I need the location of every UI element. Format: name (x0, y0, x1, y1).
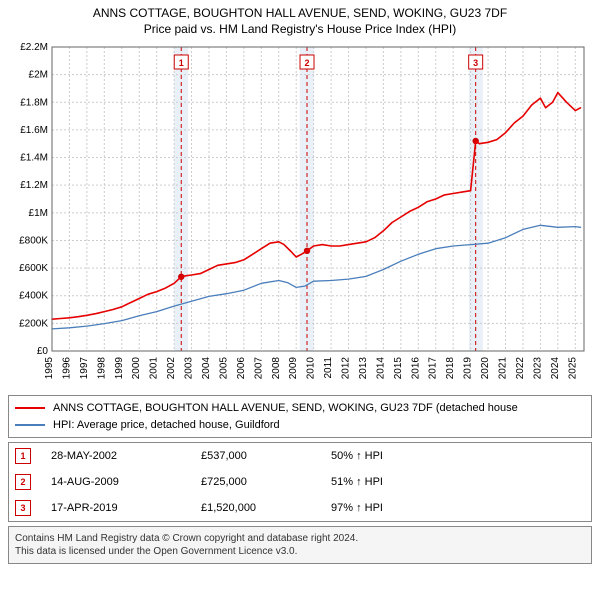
svg-text:£1.2M: £1.2M (20, 180, 48, 191)
legend-swatch (15, 407, 45, 409)
svg-text:2009: 2009 (288, 357, 299, 380)
legend-label: ANNS COTTAGE, BOUGHTON HALL AVENUE, SEND… (53, 400, 518, 417)
svg-text:3: 3 (473, 58, 478, 68)
svg-text:£200K: £200K (19, 319, 48, 330)
footer-line1: Contains HM Land Registry data © Crown c… (15, 532, 585, 545)
title-line2: Price paid vs. HM Land Registry's House … (8, 22, 592, 38)
event-hpi: 97% ↑ HPI (331, 502, 585, 515)
event-row: 2 14-AUG-2009£725,00051% ↑ HPI (9, 469, 591, 495)
event-price: £1,520,000 (201, 502, 331, 515)
price-chart-svg: £0 £200K £400K £600K £800K £1M £1.2M £1.4M £1.6M… (8, 41, 592, 391)
svg-text:2014: 2014 (375, 357, 386, 380)
event-price: £537,000 (201, 450, 331, 463)
svg-text:2016: 2016 (410, 357, 421, 380)
legend-swatch (15, 424, 45, 426)
svg-text:2005: 2005 (218, 357, 229, 380)
event-hpi: 50% ↑ HPI (331, 450, 585, 463)
svg-text:£1.4M: £1.4M (20, 153, 48, 164)
svg-text:£600K: £600K (19, 263, 48, 274)
svg-text:2015: 2015 (393, 357, 404, 380)
svg-text:2023: 2023 (532, 357, 543, 380)
svg-text:2018: 2018 (445, 357, 456, 380)
page-root: ANNS COTTAGE, BOUGHTON HALL AVENUE, SEND… (0, 0, 600, 590)
svg-text:2010: 2010 (306, 357, 317, 380)
svg-text:2008: 2008 (271, 357, 282, 380)
svg-text:2000: 2000 (131, 357, 142, 380)
footer-line2: This data is licensed under the Open Gov… (15, 545, 585, 558)
svg-text:1996: 1996 (61, 357, 72, 380)
svg-text:2003: 2003 (184, 357, 195, 380)
event-marker-icon: 1 (15, 448, 31, 464)
svg-text:£1M: £1M (29, 208, 48, 219)
legend-row: HPI: Average price, detached house, Guil… (15, 417, 585, 434)
svg-text:1998: 1998 (96, 357, 107, 380)
svg-text:2: 2 (305, 58, 310, 68)
title-line1: ANNS COTTAGE, BOUGHTON HALL AVENUE, SEND… (8, 6, 592, 22)
event-row: 3 17-APR-2019£1,520,00097% ↑ HPI (9, 495, 591, 521)
chart-title: ANNS COTTAGE, BOUGHTON HALL AVENUE, SEND… (8, 6, 592, 37)
svg-text:£400K: £400K (19, 291, 48, 302)
event-date: 14-AUG-2009 (51, 476, 201, 489)
legend-row: ANNS COTTAGE, BOUGHTON HALL AVENUE, SEND… (15, 400, 585, 417)
svg-text:£2.2M: £2.2M (20, 42, 48, 53)
svg-text:2022: 2022 (515, 357, 526, 380)
svg-text:2002: 2002 (166, 357, 177, 380)
svg-text:2004: 2004 (201, 357, 212, 380)
svg-text:£800K: £800K (19, 236, 48, 247)
legend-label: HPI: Average price, detached house, Guil… (53, 417, 280, 434)
svg-text:2021: 2021 (498, 357, 509, 380)
svg-text:1997: 1997 (79, 357, 90, 380)
svg-text:2019: 2019 (463, 357, 474, 380)
svg-text:2020: 2020 (480, 357, 491, 380)
event-date: 17-APR-2019 (51, 502, 201, 515)
legend-box: ANNS COTTAGE, BOUGHTON HALL AVENUE, SEND… (8, 395, 592, 438)
footer-box: Contains HM Land Registry data © Crown c… (8, 526, 592, 564)
svg-text:1995: 1995 (44, 357, 55, 380)
svg-text:2013: 2013 (358, 357, 369, 380)
svg-text:2007: 2007 (253, 357, 264, 380)
events-table: 1 28-MAY-2002£537,00050% ↑ HPI 2 14-AUG-200… (8, 442, 592, 522)
event-price: £725,000 (201, 476, 331, 489)
svg-text:£0: £0 (37, 346, 49, 357)
svg-text:2025: 2025 (567, 357, 578, 380)
event-marker-icon: 2 (15, 474, 31, 490)
svg-text:1: 1 (179, 58, 184, 68)
svg-text:2017: 2017 (428, 357, 439, 380)
svg-text:£1.6M: £1.6M (20, 125, 48, 136)
event-marker-icon: 3 (15, 500, 31, 516)
svg-text:2001: 2001 (149, 357, 160, 380)
svg-text:£1.8M: £1.8M (20, 97, 48, 108)
chart-area: £0 £200K £400K £600K £800K £1M £1.2M £1.4M £1.6M… (8, 41, 592, 391)
svg-text:2012: 2012 (341, 357, 352, 380)
svg-text:2024: 2024 (550, 357, 561, 380)
event-hpi: 51% ↑ HPI (331, 476, 585, 489)
svg-text:1999: 1999 (114, 357, 125, 380)
event-row: 1 28-MAY-2002£537,00050% ↑ HPI (9, 443, 591, 469)
svg-text:2006: 2006 (236, 357, 247, 380)
event-date: 28-MAY-2002 (51, 450, 201, 463)
svg-text:2011: 2011 (323, 357, 334, 379)
svg-text:£2M: £2M (29, 70, 48, 81)
